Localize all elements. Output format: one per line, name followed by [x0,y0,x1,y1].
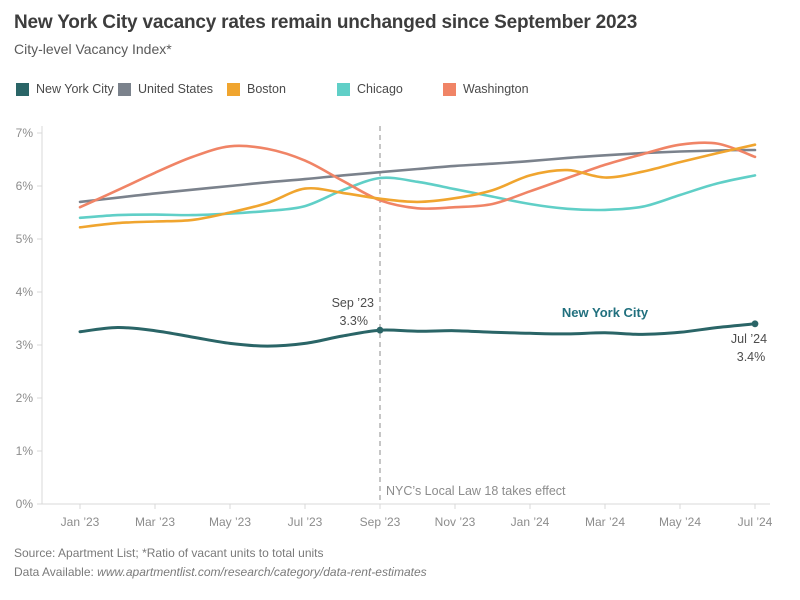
x-axis-tick-label: Mar ’24 [585,515,625,529]
y-axis-tick-label: 7% [16,126,34,140]
legend-label: New York City [36,82,114,96]
legend-swatch-icon [443,82,456,96]
annotation-series-label-nyc: New York City [562,305,649,320]
y-axis-tick-label: 4% [16,285,34,299]
legend-swatch-icon [118,82,131,96]
series-line-boston [78,143,757,229]
legend-label: Boston [247,82,286,96]
y-axis-tick-label: 0% [16,497,34,511]
legend-item-boston[interactable]: Boston [227,82,286,96]
series-line-united-states [78,148,757,204]
legend-label: United States [138,82,214,96]
x-axis-tick-label: May ’24 [659,515,701,529]
y-axis-tick-label: 3% [16,338,34,352]
x-axis-tick-label: Jul ’24 [738,515,773,529]
data-point-marker [376,326,384,334]
y-axis-tick-label: 6% [16,179,34,193]
legend-item-washington[interactable]: Washington [443,82,529,96]
annotation-jul-callout: Jul ’24 [731,332,767,346]
chart-footer: Source: Apartment List; *Ratio of vacant… [14,544,427,582]
legend-swatch-icon [16,82,29,96]
legend-label: Chicago [357,82,403,96]
legend-item-new-york-city[interactable]: New York City [16,82,114,96]
data-available-url[interactable]: www.apartmentlist.com/research/category/… [97,565,427,579]
series-line-chicago [78,174,757,220]
x-axis-tick-label: May ’23 [209,515,251,529]
x-axis-tick-label: Sep ’23 [360,515,401,529]
legend-item-united-states[interactable]: United States [118,82,213,96]
vacancy-line-chart: 0% 1% 2% 3% 4% 5% 6% 7% Jan ’23 Mar ’23 May ’23 Jul… [16,126,773,529]
page-title: New York City vacancy rates remain uncha… [14,12,638,33]
legend-item-chicago[interactable]: Chicago [337,82,403,96]
x-axis-tick-label: Nov ’23 [435,515,476,529]
x-axis-tick-label: Mar ’23 [135,515,175,529]
legend-swatch-icon [227,82,240,96]
series-line-new-york-city [78,322,757,348]
data-point-marker [751,320,759,328]
y-axis-tick-label: 1% [16,444,34,458]
legend-label: Washington [463,82,529,96]
annotation-jul-callout: 3.4% [737,350,766,364]
reference-line-label: NYC’s Local Law 18 takes effect [386,484,566,498]
legend: New York City United States Boston Chica… [0,82,800,98]
legend-swatch-icon [337,82,350,96]
x-axis-tick-label: Jan ’24 [511,515,550,529]
x-axis-tick-label: Jul ’23 [288,515,323,529]
y-axis-tick-label: 5% [16,232,34,246]
data-available-label: Data Available: [14,565,98,579]
annotation-sep-callout: Sep ’23 [332,296,374,310]
series-line-washington [78,141,757,210]
data-available-note: Data Available: www.apartmentlist.com/re… [14,563,427,582]
x-axis-tick-label: Jan ’23 [61,515,100,529]
source-note: Source: Apartment List; *Ratio of vacant… [14,546,324,560]
annotation-sep-callout: 3.3% [340,314,369,328]
page-subtitle: City-level Vacancy Index* [14,41,172,57]
y-axis-tick-label: 2% [16,391,34,405]
